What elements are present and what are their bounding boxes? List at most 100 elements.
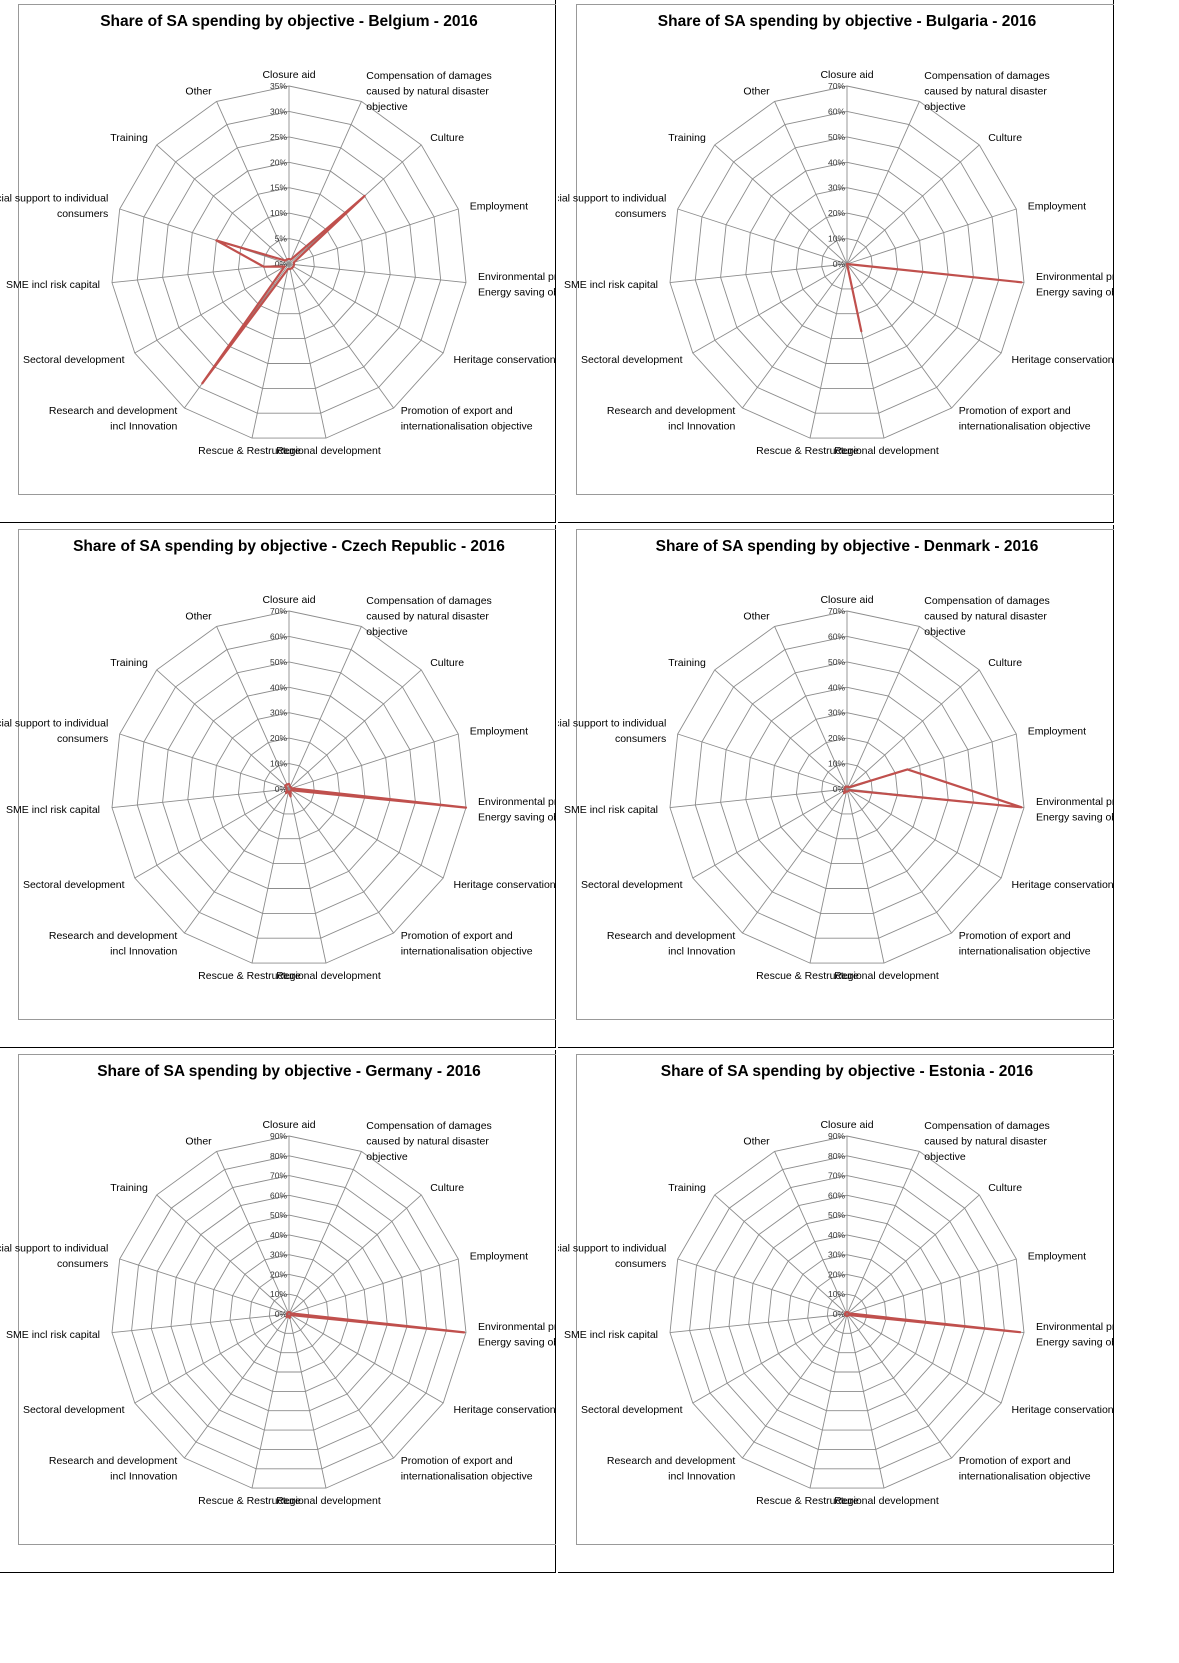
category-label: Employment — [470, 200, 528, 212]
axis-tick-label: 25% — [270, 132, 287, 142]
axis-tick-label: 20% — [828, 208, 845, 218]
category-label-line: Environmental protection incl — [478, 796, 556, 808]
category-label-line: Culture — [988, 132, 1022, 144]
axis-tick-label: 50% — [828, 657, 845, 667]
grid-spoke — [847, 101, 919, 264]
category-label: Promotion of export and internationalisat… — [959, 930, 1091, 958]
category-label-line: internationalisation objective — [959, 421, 1091, 433]
axis-tick-label: 40% — [828, 157, 845, 167]
category-label-line: SME incl risk capital — [6, 804, 100, 816]
grid-spoke — [289, 626, 361, 789]
category-label-line: Closure aid — [820, 1119, 873, 1131]
category-label: Compensation of damages caused by natural… — [924, 70, 1050, 113]
axis-tick-label: 10% — [828, 234, 845, 244]
category-label: SME incl risk capital — [6, 279, 100, 291]
chart-panel: Share of SA spending by objective - Esto… — [558, 1050, 1114, 1573]
category-label-line: Promotion of export and — [401, 405, 513, 417]
category-label: Social support to individual consumers — [0, 1243, 108, 1271]
category-label: Research and development incl Innovation — [49, 930, 178, 958]
category-label-line: Energy saving objective — [1036, 812, 1114, 824]
axis-tick-label: 90% — [270, 1131, 287, 1141]
category-label: Rescue & Restructure — [756, 970, 859, 982]
category-label: Social support to individual consumers — [558, 718, 666, 746]
chart-panel: Share of SA spending by objective - Germ… — [0, 1050, 556, 1573]
category-label-line: consumers — [615, 733, 666, 745]
category-label-line: Environmental protection incl — [1036, 1321, 1114, 1333]
category-label-line: Training — [668, 1182, 706, 1194]
grid-spoke — [847, 209, 1016, 264]
radar-chart: Share of SA spending by objective - Bulg… — [558, 0, 1114, 523]
category-label: Training — [668, 132, 706, 144]
grid-spoke — [678, 209, 847, 264]
category-label-line: Training — [110, 1182, 148, 1194]
category-label-line: Compensation of damages — [924, 70, 1050, 82]
category-label: Rescue & Restructure — [756, 1495, 859, 1507]
category-label-line: consumers — [615, 1258, 666, 1270]
category-label-line: Promotion of export and — [959, 930, 1071, 942]
category-label-line: Culture — [430, 1182, 464, 1194]
category-label-line: Heritage conservation — [1012, 879, 1114, 891]
category-label: Social support to individual consumers — [0, 718, 108, 746]
category-label-line: Energy saving objective — [478, 287, 556, 299]
category-label: Culture — [988, 1182, 1022, 1194]
category-label-line: Social support to individual — [0, 193, 108, 205]
axis-tick-label: 70% — [270, 606, 287, 616]
category-label-line: Rescue & Restructure — [756, 445, 859, 457]
axis-tick-label: 60% — [828, 1190, 845, 1200]
category-label-line: internationalisation objective — [401, 421, 533, 433]
category-label: Rescue & Restructure — [198, 445, 301, 457]
category-label-line: Energy saving objective — [1036, 287, 1114, 299]
category-label: Closure aid — [820, 1119, 873, 1131]
category-label: Training — [668, 1182, 706, 1194]
category-label: Other — [185, 1135, 212, 1147]
axis-tick-label: 0% — [833, 259, 846, 269]
category-label: Closure aid — [820, 594, 873, 606]
category-label-line: Sectoral development — [23, 1404, 125, 1416]
axis-tick-label: 40% — [270, 1230, 287, 1240]
category-label-line: Sectoral development — [23, 879, 125, 891]
axis-tick-label: 50% — [828, 132, 845, 142]
axis-tick-label: 10% — [270, 759, 287, 769]
grid-spoke — [120, 209, 289, 264]
category-label: Promotion of export and internationalisat… — [401, 405, 533, 433]
series-line — [847, 264, 1022, 331]
axis-tick-label: 30% — [828, 708, 845, 718]
category-label-line: SME incl risk capital — [6, 279, 100, 291]
grid-spoke — [289, 734, 458, 789]
radar-chart: Share of SA spending by objective - Esto… — [558, 1050, 1114, 1573]
category-label-line: Training — [668, 132, 706, 144]
category-label-line: caused by natural disaster — [366, 85, 489, 97]
category-label: Closure aid — [262, 1119, 315, 1131]
category-label-line: consumers — [57, 208, 108, 220]
category-label-line: Energy saving objective — [478, 812, 556, 824]
axis-tick-label: 70% — [828, 81, 845, 91]
category-label-line: Other — [743, 1135, 770, 1147]
category-label: Rescue & Restructure — [756, 445, 859, 457]
category-label-line: Heritage conservation — [1012, 1404, 1114, 1416]
category-label: Promotion of export and internationalisat… — [959, 405, 1091, 433]
category-label-line: Closure aid — [820, 69, 873, 81]
axis-tick-label: 10% — [828, 1289, 845, 1299]
category-label-line: consumers — [615, 208, 666, 220]
category-label-line: Research and development — [49, 1455, 177, 1467]
category-label: Sectoral development — [581, 1404, 683, 1416]
category-label-line: consumers — [57, 1258, 108, 1270]
axis-tick-label: 40% — [828, 682, 845, 692]
category-label: Training — [668, 657, 706, 669]
axis-tick-label: 70% — [828, 1171, 845, 1181]
category-label: Training — [110, 132, 148, 144]
chart-title: Share of SA spending by objective - Czec… — [73, 538, 505, 555]
category-label: Environmental protection incl Energy savi… — [1036, 271, 1114, 299]
category-label: Rescue & Restructure — [198, 1495, 301, 1507]
category-label-line: Closure aid — [262, 1119, 315, 1131]
category-label: Social support to individual consumers — [0, 193, 108, 221]
grid-spoke — [847, 1195, 979, 1314]
category-label-line: incl Innovation — [110, 946, 177, 958]
category-label: Employment — [470, 1250, 528, 1262]
category-label-line: Research and development — [49, 930, 177, 942]
category-label: Other — [743, 610, 770, 622]
category-label-line: Culture — [430, 132, 464, 144]
category-label-line: Sectoral development — [581, 1404, 683, 1416]
category-label: Sectoral development — [23, 879, 125, 891]
category-label: Culture — [430, 657, 464, 669]
